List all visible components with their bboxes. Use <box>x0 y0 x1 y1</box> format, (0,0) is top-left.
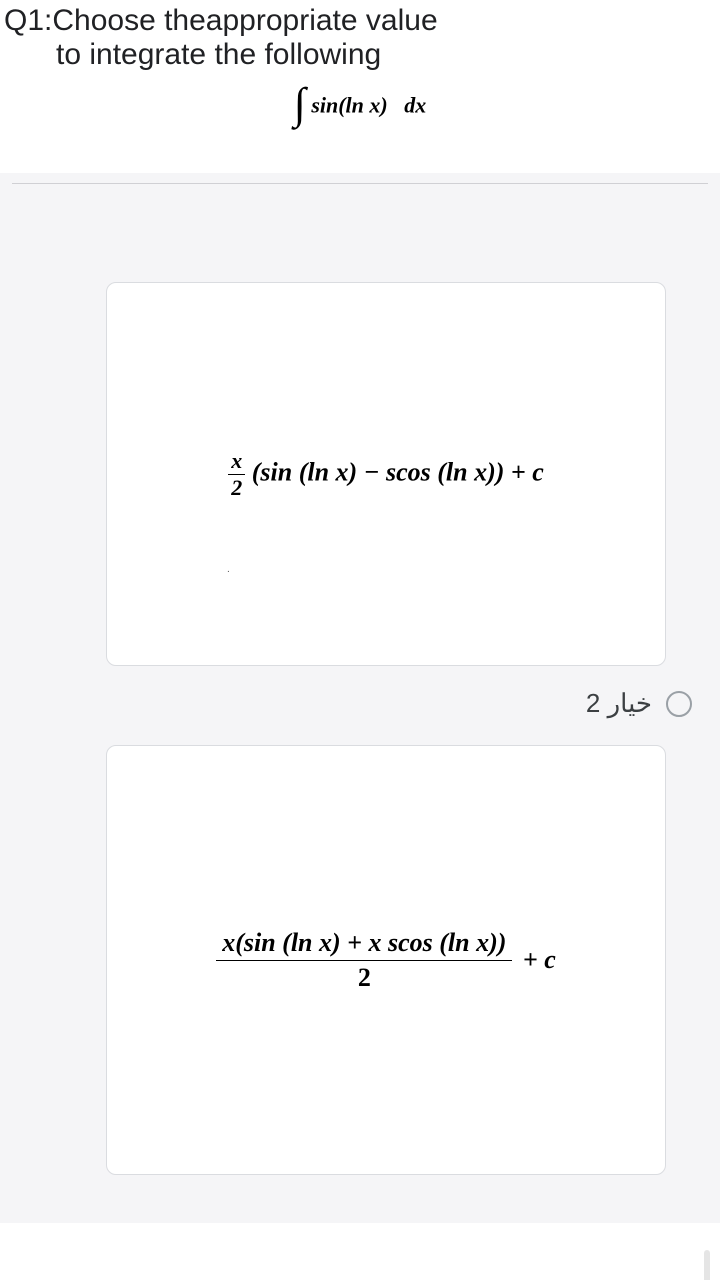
fraction-num-2: x(sin (ln x) + x scos (ln x)) <box>216 930 512 961</box>
integral-sign-icon: ∫ <box>294 78 306 129</box>
option-2-tail: + c <box>523 945 556 975</box>
decorative-dot: . <box>227 564 230 575</box>
question-line-1: Q1:Choose theappropriate value <box>4 4 716 38</box>
fraction-den-2: 2 <box>216 961 512 991</box>
divider <box>12 183 708 184</box>
question-header: Q1:Choose theappropriate value to integr… <box>0 0 720 133</box>
option-card-1[interactable]: x 2 (sin (ln x) − scos (ln x)) + c . <box>106 282 666 666</box>
options-area: x 2 (sin (ln x) − scos (ln x)) + c . خيا… <box>0 173 720 1223</box>
fraction-num: x <box>228 450 245 475</box>
option-1-formula: x 2 (sin (ln x) − scos (ln x)) + c <box>228 450 544 499</box>
integral-dx: dx <box>404 93 426 118</box>
option-2-label: خيار 2 <box>586 688 652 719</box>
question-line-2: to integrate the following <box>4 38 716 72</box>
radio-icon[interactable] <box>666 691 692 717</box>
integral-func: sin(ln x) <box>311 93 387 118</box>
option-2-label-row[interactable]: خيار 2 <box>12 666 708 741</box>
scrollbar-indicator <box>704 1250 710 1280</box>
option-2-formula: x(sin (ln x) + x scos (ln x)) 2 + c <box>216 930 556 991</box>
option-1-body: (sin (ln x) − scos (ln x)) + c <box>252 457 544 486</box>
fraction-den: 2 <box>228 475 245 499</box>
option-card-2[interactable]: x(sin (ln x) + x scos (ln x)) 2 + c <box>106 745 666 1175</box>
fraction-x-over-2: x 2 <box>228 450 245 499</box>
fraction-option-2: x(sin (ln x) + x scos (ln x)) 2 <box>216 930 512 991</box>
integral-expression: ∫ sin(ln x) dx <box>4 82 716 133</box>
